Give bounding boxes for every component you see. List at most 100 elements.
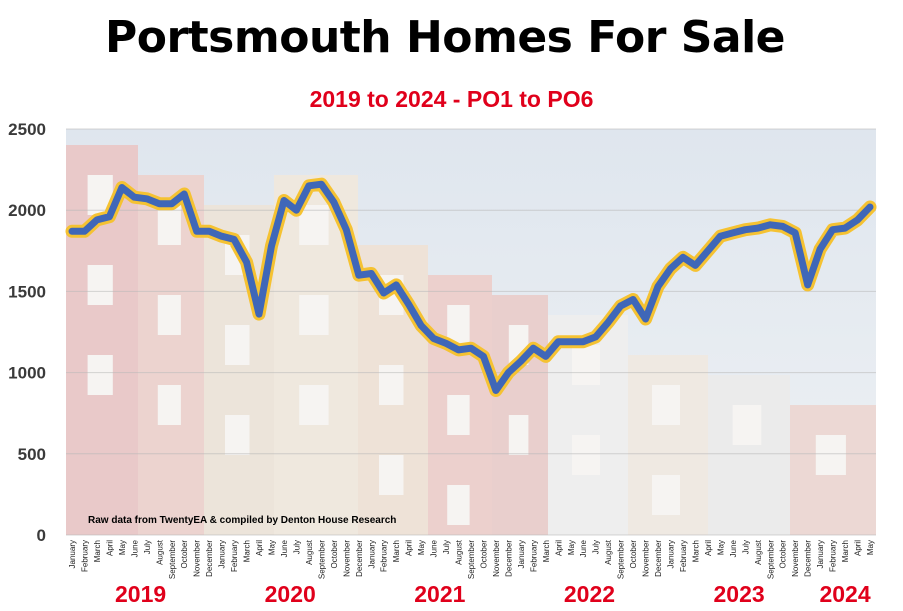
data-point [506,370,511,375]
x-tick-label: January [816,540,825,568]
x-tick-label: April [405,540,414,556]
data-point [593,334,598,340]
gridlines [66,128,876,536]
data-point [82,229,87,234]
y-tick-label: 500 [18,445,46,464]
x-tick-label: April [105,540,114,556]
y-tick-label: 1500 [8,282,46,301]
x-tick-label: July [442,540,451,554]
data-point [780,224,785,229]
background-window [157,385,181,425]
background-window [652,385,680,425]
background-window [652,475,680,515]
background-window [379,365,404,405]
x-tick-label: September [766,540,775,579]
source-note: Raw data from TwentyEA & compiled by Den… [88,515,396,526]
data-point [306,183,312,189]
data-point [281,198,287,203]
x-tick-label: August [754,539,763,565]
x-tick-label: May [268,540,277,555]
data-point [817,246,823,252]
data-point [643,316,648,322]
x-tick-label: March [243,540,252,562]
x-tick-label: March [691,540,700,562]
year-label: 2020 [265,581,316,607]
y-tick-label: 0 [37,526,46,545]
data-point [418,323,424,328]
x-tick-label: February [230,540,239,572]
x-tick-label: April [854,540,863,556]
x-tick-label: December [504,540,513,577]
data-point [842,225,848,231]
x-tick-label: October [779,540,788,569]
x-tick-label: May [417,540,426,555]
background-window [447,485,470,525]
data-point [231,237,237,242]
x-tick-label: April [704,540,713,556]
background-window [225,325,250,365]
background-window [299,385,329,425]
data-point [356,272,361,278]
x-tick-label: October [479,540,488,569]
data-point [556,339,561,344]
x-tick-label: October [629,540,638,569]
data-point [855,217,860,223]
x-tick-label: June [280,539,289,557]
data-point [157,201,162,206]
data-point [867,204,873,210]
x-tick-label: February [80,540,89,572]
year-label: 2023 [713,581,764,607]
x-tick-label: April [255,540,264,556]
x-tick-label: July [143,540,152,554]
x-tick-label: September [467,540,476,579]
x-tick-label: May [567,540,576,555]
background-window [225,415,250,455]
data-point [630,297,636,302]
x-tick-label: November [791,540,800,577]
data-point [256,311,262,317]
data-point [344,227,349,232]
data-point [493,388,499,393]
data-point [331,199,337,205]
background-window [732,405,762,445]
data-point [568,339,573,344]
data-point [107,214,112,219]
background-house [708,375,790,535]
data-point [431,336,436,341]
data-point [119,185,125,190]
x-tick-label: December [205,540,214,577]
x-tick-label: October [180,540,189,569]
y-tick-label: 1000 [8,364,46,383]
year-label: 2024 [819,581,870,607]
x-tick-label: September [168,540,177,579]
x-tick-label: February [529,540,538,572]
data-point [69,229,75,234]
data-point [194,229,199,234]
data-point [206,229,212,234]
y-tick-label: 2500 [8,120,46,139]
x-tick-label: March [841,540,850,562]
x-tick-label: January [218,540,227,568]
x-axis-years: 2019 2020 2021 2022 2023 2024 [115,581,871,607]
chart-subtitle: 2019 to 2024 - PO1 to PO6 [309,86,594,112]
x-tick-label: January [517,540,526,568]
x-tick-label: June [579,539,588,557]
x-tick-label: June [430,539,439,557]
data-point [768,222,773,228]
x-tick-label: January [667,540,676,568]
x-tick-label: March [93,540,102,562]
data-point [132,195,137,200]
background-window [572,435,600,475]
x-tick-label: February [829,540,838,572]
data-point [456,347,461,353]
data-point [581,339,586,344]
x-tick-label: November [642,540,651,577]
data-point [406,302,411,307]
data-point [680,255,686,260]
x-tick-label: September [617,540,626,579]
x-tick-label: March [542,540,551,562]
x-tick-label: February [679,540,688,572]
series-points [69,182,873,393]
background-window [508,415,529,455]
background-window [815,435,846,475]
